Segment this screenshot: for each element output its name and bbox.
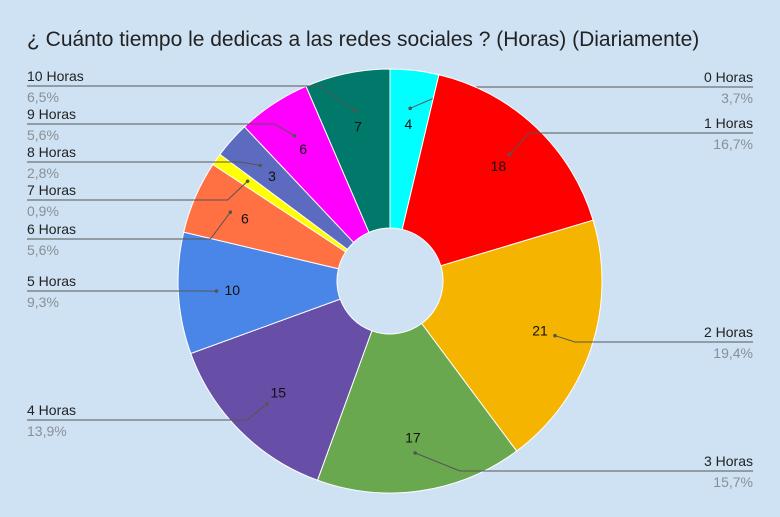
leader-line	[27, 123, 295, 137]
slice-value-label: 15	[270, 385, 286, 401]
pie-slice	[401, 74, 594, 267]
slice-category-label: 9 Horas	[27, 106, 76, 122]
leader-line	[27, 403, 268, 421]
slice-value-label: 3	[268, 168, 276, 184]
slice-percent-label: 0,9%	[27, 203, 59, 219]
slice-category-label: 2 Horas	[704, 324, 753, 340]
leader-dot	[258, 163, 262, 168]
pie-slice	[177, 231, 341, 355]
leader-line	[415, 452, 753, 472]
leader-line	[27, 85, 356, 112]
slice-percent-label: 15,7%	[713, 474, 753, 490]
leader-line	[27, 161, 261, 166]
slice-value-label: 7	[354, 118, 362, 134]
pie-slice	[190, 298, 373, 481]
slice-percent-label: 3,7%	[721, 90, 753, 106]
slice-value-label: 17	[405, 429, 421, 445]
slice-percent-label: 19,4%	[713, 345, 753, 361]
slice-value-label: 6	[299, 141, 307, 157]
slice-category-label: 4 Horas	[27, 402, 76, 418]
slice-category-label: 8 Horas	[27, 144, 76, 160]
slice-category-label: 0 Horas	[704, 69, 753, 85]
slice-percent-label: 5,6%	[27, 242, 59, 258]
slice-percent-label: 9,3%	[27, 294, 59, 310]
slice-category-label: 7 Horas	[27, 182, 76, 198]
slice-percent-label: 6,5%	[27, 89, 59, 105]
leader-line	[27, 211, 231, 240]
slice-percent-label: 2,8%	[27, 165, 59, 181]
pie-slice	[420, 219, 603, 452]
slice-percent-label: 16,7%	[713, 136, 753, 152]
slice-value-label: 18	[491, 158, 507, 174]
chart-title: ¿ Cuánto tiempo le dedicas a las redes s…	[27, 28, 700, 51]
slice-percent-label: 13,9%	[27, 423, 67, 439]
leader-line	[508, 132, 753, 155]
leader-line	[554, 335, 753, 343]
slice-value-label: 10	[224, 282, 240, 298]
leader-line	[27, 180, 248, 201]
slice-category-label: 10 Horas	[27, 68, 84, 84]
slice-category-label: 1 Horas	[704, 115, 753, 131]
pie-slice	[316, 322, 518, 494]
slice-category-label: 3 Horas	[704, 453, 753, 469]
slice-value-label: 21	[532, 323, 548, 339]
slice-category-label: 5 Horas	[27, 273, 76, 289]
slice-category-label: 6 Horas	[27, 221, 76, 237]
slice-value-label: 6	[241, 210, 249, 226]
slice-percent-label: 5,6%	[27, 127, 59, 143]
slice-value-label: 4	[404, 116, 412, 132]
pie-slice	[305, 68, 391, 233]
